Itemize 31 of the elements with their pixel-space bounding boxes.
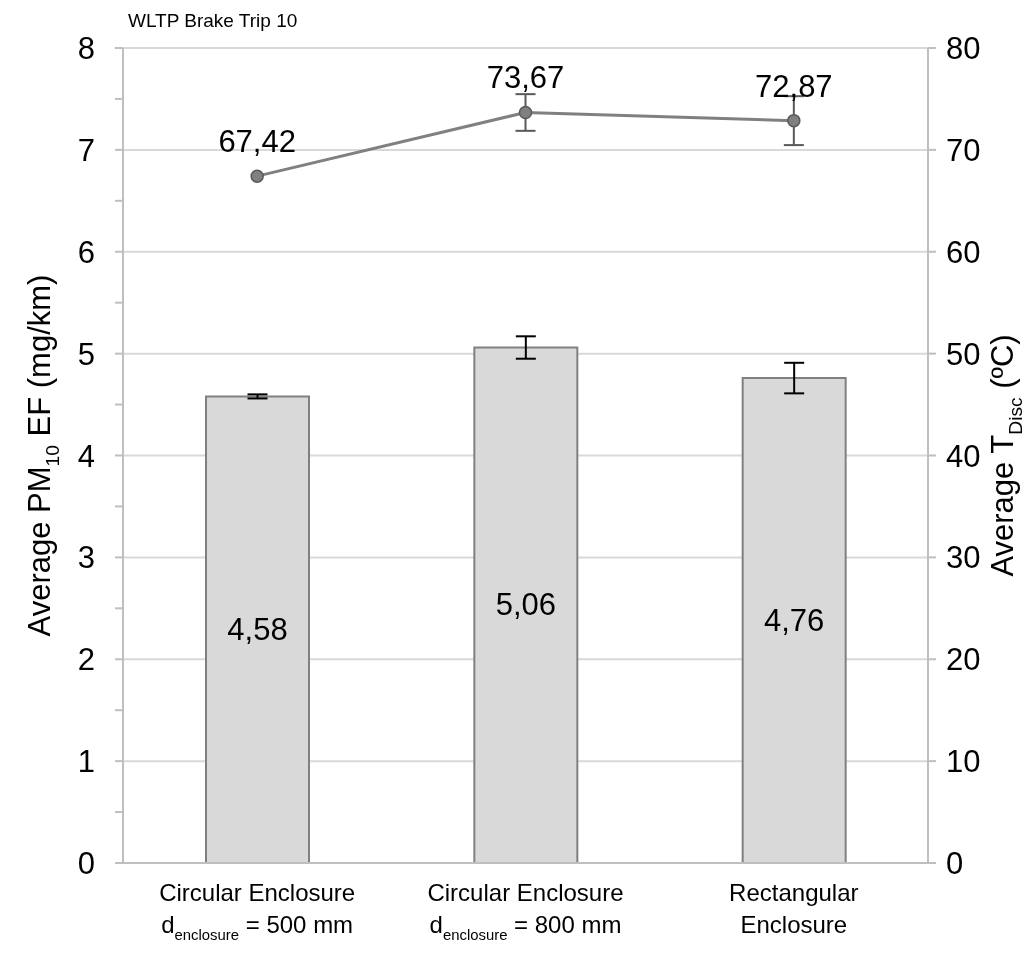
data-label: 72,87 (755, 68, 833, 104)
x-tick-label: Circular Enclosure d$_{enclosure}$ = 500 mm (159, 879, 356, 944)
y-tick-label: 4 (77, 438, 95, 474)
y2-tick-label: 10 (946, 744, 981, 780)
y-tick-label: 6 (77, 234, 95, 270)
y2-tick-label: 30 (946, 540, 981, 576)
point (787, 113, 801, 128)
chart-title: WLTP Brake Trip 10 (128, 10, 298, 32)
x-tick-label: Rectangular Enclosure (729, 879, 859, 938)
y2-tick-label: 20 (946, 642, 981, 678)
y2-tick-label: 0 (946, 846, 964, 882)
y2-tick-label: 60 (946, 234, 981, 270)
y-tick-label: 0 (77, 846, 95, 882)
y2-tick-label: 70 (946, 132, 981, 168)
y-tick-label: 3 (77, 540, 95, 576)
y-tick-label: 2 (77, 642, 95, 678)
data-label: 5,06 (495, 587, 557, 623)
y2-tick-label: 40 (946, 438, 981, 474)
y2-tick-label: 50 (946, 336, 981, 372)
data-label: 67,42 (218, 124, 296, 160)
x-tick-label: Circular Enclosure d$_{enclosure}$ = 800 mm (427, 879, 624, 944)
data-label: 4,58 (227, 611, 288, 647)
y-tick-label: 7 (77, 132, 95, 168)
y-tick-label: 1 (77, 744, 95, 780)
point (250, 169, 264, 183)
y-tick-label: 5 (77, 336, 95, 372)
y-tick-label: 8 (77, 31, 95, 67)
data-label: 73,67 (486, 60, 565, 96)
y2-tick-label: 80 (946, 31, 981, 67)
point (518, 105, 533, 120)
data-label: 4,76 (763, 602, 825, 638)
